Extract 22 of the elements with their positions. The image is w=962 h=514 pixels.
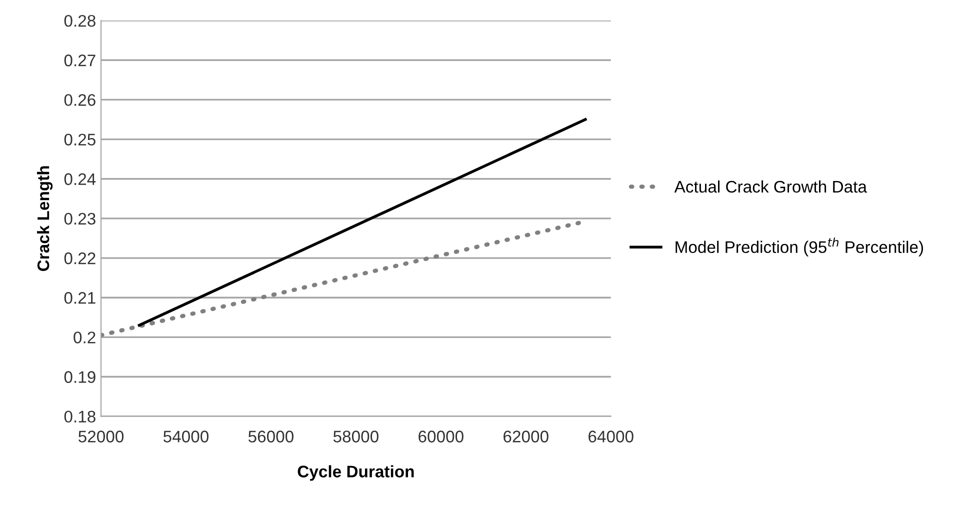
y-tick-label: 0.18: [64, 410, 96, 423]
legend-label: Model Prediction (95$^{th}$ Percentile): [676, 238, 923, 256]
y-tick-label: 0.26: [64, 94, 96, 106]
x-tick-label: 52000: [78, 430, 124, 442]
x-tick-label: 64000: [588, 430, 634, 442]
x-tick-label: 62000: [504, 430, 548, 442]
y-tick-label: 0.19: [64, 371, 96, 383]
y-tick-label: 0.23: [64, 212, 96, 225]
x-tick-label: 58000: [333, 430, 378, 442]
x-axis-title: Cycle Duration: [298, 465, 414, 481]
y-tick-label: 0.24: [64, 173, 96, 186]
legend-label: Actual Crack Growth Data: [674, 180, 867, 193]
x-tick-label: 60000: [418, 430, 464, 442]
y-tick-label: 0.28: [64, 14, 96, 27]
y-tick-label: 0.25: [64, 134, 96, 146]
x-tick-label: 54000: [163, 430, 209, 442]
y-tick-label: 0.2: [74, 332, 96, 344]
x-tick-label: 56000: [248, 430, 294, 442]
y-axis-title: Crack Length: [36, 166, 53, 272]
y-tick-label: 0.22: [64, 252, 96, 264]
y-tick-label: 0.27: [64, 54, 96, 66]
y-tick-label: 0.21: [64, 292, 96, 304]
